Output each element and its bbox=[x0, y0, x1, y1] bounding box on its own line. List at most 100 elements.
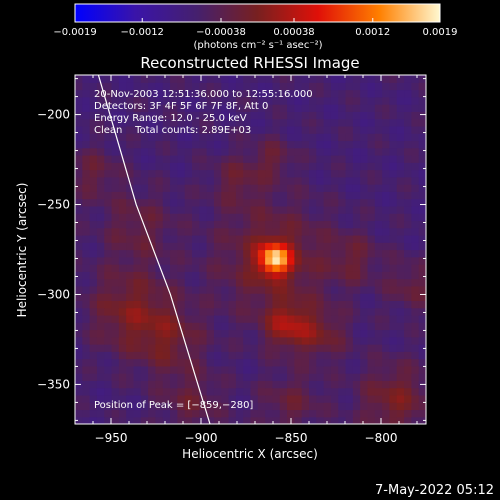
heatmap-cell bbox=[177, 154, 186, 163]
heatmap-cell bbox=[184, 336, 193, 345]
heatmap-cell bbox=[272, 416, 281, 424]
heatmap-cell bbox=[243, 293, 252, 301]
heatmap-cell bbox=[360, 154, 369, 163]
heatmap-cell bbox=[192, 307, 200, 316]
heatmap-cell bbox=[89, 82, 98, 91]
heatmap-cell bbox=[323, 147, 332, 156]
heatmap-cell bbox=[257, 344, 266, 352]
heatmap-cell bbox=[404, 300, 412, 309]
heatmap-cell bbox=[418, 75, 426, 83]
heatmap-cell bbox=[316, 358, 325, 367]
heatmap-cell bbox=[396, 358, 405, 367]
heatmap-cell bbox=[309, 176, 317, 185]
heatmap-cell bbox=[133, 271, 142, 280]
heatmap-cell bbox=[228, 387, 237, 396]
heatmap-cell bbox=[140, 322, 149, 331]
heatmap-cell bbox=[404, 118, 412, 127]
heatmap-cell bbox=[265, 147, 274, 156]
heatmap-cell bbox=[301, 365, 310, 374]
heatmap-cell bbox=[199, 307, 208, 316]
heatmap-cell bbox=[265, 300, 274, 309]
heatmap-cell bbox=[206, 191, 215, 200]
heatmap-cell bbox=[82, 169, 91, 178]
heatmap-cell bbox=[272, 293, 281, 301]
heatmap-cell bbox=[243, 227, 252, 236]
heatmap-cell bbox=[404, 184, 412, 192]
heatmap-cell bbox=[126, 104, 135, 112]
heatmap-cell bbox=[352, 409, 361, 418]
heatmap-cell bbox=[104, 322, 113, 331]
heatmap-cell bbox=[221, 198, 230, 207]
heatmap-cell bbox=[192, 154, 200, 163]
heatmap-cell bbox=[330, 96, 339, 105]
heatmap-cell bbox=[352, 314, 361, 323]
heatmap-cell bbox=[279, 264, 288, 272]
heatmap-cell bbox=[323, 75, 332, 83]
heatmap-cell bbox=[257, 125, 266, 134]
heatmap-cell bbox=[162, 307, 171, 316]
heatmap-cell bbox=[272, 322, 281, 331]
heatmap-cell bbox=[250, 416, 259, 424]
heatmap-cell bbox=[265, 242, 274, 251]
heatmap-cell bbox=[250, 205, 259, 214]
heatmap-cell bbox=[126, 140, 135, 149]
heatmap-cell bbox=[243, 307, 252, 316]
heatmap-cell bbox=[338, 89, 347, 98]
heatmap-cell bbox=[323, 358, 332, 367]
heatmap-cell bbox=[411, 198, 420, 207]
heatmap-cell bbox=[352, 82, 361, 91]
heatmap-cell bbox=[316, 373, 325, 381]
heatmap-cell bbox=[140, 351, 149, 360]
heatmap-cell bbox=[411, 409, 420, 418]
heatmap-cell bbox=[411, 394, 420, 403]
heatmap-cell bbox=[140, 191, 149, 200]
heatmap-cell bbox=[75, 75, 83, 83]
heatmap-cell bbox=[374, 329, 383, 338]
heatmap-cell bbox=[162, 118, 171, 127]
heatmap-cell bbox=[411, 271, 420, 280]
heatmap-cell bbox=[316, 147, 325, 156]
heatmap-cell bbox=[389, 409, 398, 418]
heatmap-cell bbox=[96, 409, 105, 418]
heatmap-cell bbox=[309, 402, 317, 411]
heatmap-cell bbox=[111, 198, 120, 207]
heatmap-cell bbox=[382, 125, 391, 134]
heatmap-cell bbox=[177, 358, 186, 367]
heatmap-cell bbox=[111, 82, 120, 91]
heatmap-cell bbox=[89, 300, 98, 309]
heatmap-cell bbox=[199, 300, 208, 309]
heatmap-cell bbox=[309, 409, 317, 418]
heatmap-cell bbox=[257, 300, 266, 309]
heatmap-cell bbox=[126, 300, 135, 309]
heatmap-cell bbox=[257, 264, 266, 272]
heatmap-cell bbox=[206, 213, 215, 222]
heatmap-cell bbox=[126, 322, 135, 331]
heatmap-cell bbox=[155, 329, 164, 338]
heatmap-cell bbox=[411, 322, 420, 331]
heatmap-cell bbox=[75, 111, 83, 120]
heatmap-cell bbox=[265, 89, 274, 98]
heatmap-cell bbox=[352, 191, 361, 200]
heatmap-cell bbox=[133, 402, 142, 411]
heatmap-cell bbox=[89, 314, 98, 323]
heatmap-cell bbox=[374, 358, 383, 367]
heatmap-cell bbox=[345, 271, 354, 280]
heatmap-cell bbox=[162, 140, 171, 149]
heatmap-cell bbox=[155, 89, 164, 98]
heatmap-cell bbox=[418, 205, 426, 214]
heatmap-cell bbox=[199, 227, 208, 236]
heatmap-cell bbox=[330, 329, 339, 338]
heatmap-cell bbox=[352, 249, 361, 258]
heatmap-cell bbox=[389, 162, 398, 171]
heatmap-cell bbox=[104, 249, 113, 258]
heatmap-cell bbox=[338, 125, 347, 134]
heatmap-cell bbox=[309, 154, 317, 163]
heatmap-cell bbox=[279, 205, 288, 214]
heatmap-cell bbox=[126, 118, 135, 127]
heatmap-cell bbox=[140, 184, 149, 192]
heatmap-cell bbox=[243, 300, 252, 309]
heatmap-cell bbox=[382, 234, 391, 243]
heatmap-cell bbox=[316, 125, 325, 134]
heatmap-cell bbox=[272, 242, 281, 251]
heatmap-cell bbox=[213, 89, 222, 98]
